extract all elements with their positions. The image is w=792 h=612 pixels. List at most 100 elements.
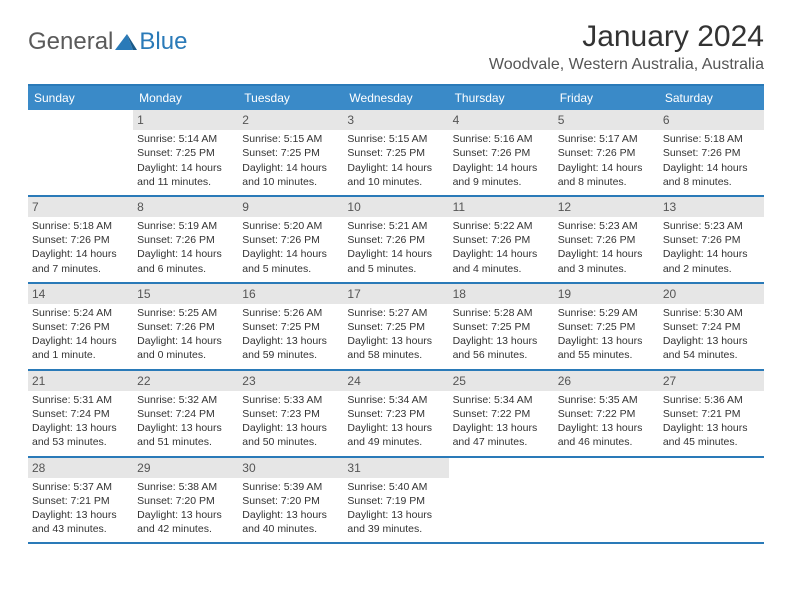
day-body: Sunrise: 5:28 AMSunset: 7:25 PMDaylight:… [449,304,554,369]
day-cell: 10Sunrise: 5:21 AMSunset: 7:26 PMDayligh… [343,197,448,282]
day-number: 18 [449,284,554,304]
day-cell: . [28,110,133,195]
sunset-text: Sunset: 7:24 PM [32,407,129,421]
day-body: Sunrise: 5:35 AMSunset: 7:22 PMDaylight:… [554,391,659,456]
day-cell: 31Sunrise: 5:40 AMSunset: 7:19 PMDayligh… [343,458,448,543]
daylight-text: Daylight: 13 hours and 56 minutes. [453,334,550,362]
day-body: Sunrise: 5:27 AMSunset: 7:25 PMDaylight:… [343,304,448,369]
daylight-text: Daylight: 14 hours and 1 minute. [32,334,129,362]
day-cell: 12Sunrise: 5:23 AMSunset: 7:26 PMDayligh… [554,197,659,282]
day-body: Sunrise: 5:17 AMSunset: 7:26 PMDaylight:… [554,130,659,195]
logo-sail-icon [115,34,137,50]
daylight-text: Daylight: 13 hours and 54 minutes. [663,334,760,362]
day-number: 29 [133,458,238,478]
day-body: Sunrise: 5:29 AMSunset: 7:25 PMDaylight:… [554,304,659,369]
sunset-text: Sunset: 7:26 PM [32,233,129,247]
day-body: Sunrise: 5:38 AMSunset: 7:20 PMDaylight:… [133,478,238,543]
daylight-text: Daylight: 13 hours and 39 minutes. [347,508,444,536]
daylight-text: Daylight: 13 hours and 47 minutes. [453,421,550,449]
sunrise-text: Sunrise: 5:22 AM [453,219,550,233]
sunrise-text: Sunrise: 5:29 AM [558,306,655,320]
day-body: Sunrise: 5:21 AMSunset: 7:26 PMDaylight:… [343,217,448,282]
logo-text-blue: Blue [139,28,187,56]
sunrise-text: Sunrise: 5:37 AM [32,480,129,494]
day-number: 4 [449,110,554,130]
day-cell: 13Sunrise: 5:23 AMSunset: 7:26 PMDayligh… [659,197,764,282]
week-row: .1Sunrise: 5:14 AMSunset: 7:25 PMDayligh… [28,110,764,197]
sunset-text: Sunset: 7:20 PM [137,494,234,508]
day-number: 19 [554,284,659,304]
week-row: 14Sunrise: 5:24 AMSunset: 7:26 PMDayligh… [28,284,764,371]
sunset-text: Sunset: 7:26 PM [347,233,444,247]
day-body: Sunrise: 5:16 AMSunset: 7:26 PMDaylight:… [449,130,554,195]
day-cell: 4Sunrise: 5:16 AMSunset: 7:26 PMDaylight… [449,110,554,195]
day-number: 24 [343,371,448,391]
sunrise-text: Sunrise: 5:35 AM [558,393,655,407]
daylight-text: Daylight: 14 hours and 0 minutes. [137,334,234,362]
daylight-text: Daylight: 13 hours and 40 minutes. [242,508,339,536]
daylight-text: Daylight: 13 hours and 50 minutes. [242,421,339,449]
sunrise-text: Sunrise: 5:25 AM [137,306,234,320]
day-cell: 30Sunrise: 5:39 AMSunset: 7:20 PMDayligh… [238,458,343,543]
day-body: Sunrise: 5:22 AMSunset: 7:26 PMDaylight:… [449,217,554,282]
daylight-text: Daylight: 14 hours and 8 minutes. [663,161,760,189]
sunset-text: Sunset: 7:22 PM [453,407,550,421]
day-number: 15 [133,284,238,304]
week-row: 28Sunrise: 5:37 AMSunset: 7:21 PMDayligh… [28,458,764,545]
sunset-text: Sunset: 7:26 PM [32,320,129,334]
sunrise-text: Sunrise: 5:18 AM [32,219,129,233]
daylight-text: Daylight: 14 hours and 9 minutes. [453,161,550,189]
daylight-text: Daylight: 14 hours and 6 minutes. [137,247,234,275]
day-number: 3 [343,110,448,130]
day-body: Sunrise: 5:33 AMSunset: 7:23 PMDaylight:… [238,391,343,456]
weeks-container: .1Sunrise: 5:14 AMSunset: 7:25 PMDayligh… [28,110,764,544]
sunrise-text: Sunrise: 5:40 AM [347,480,444,494]
week-row: 21Sunrise: 5:31 AMSunset: 7:24 PMDayligh… [28,371,764,458]
day-cell: . [449,458,554,543]
calendar: Sunday Monday Tuesday Wednesday Thursday… [28,84,764,544]
day-cell: 22Sunrise: 5:32 AMSunset: 7:24 PMDayligh… [133,371,238,456]
day-number: 10 [343,197,448,217]
day-cell: 29Sunrise: 5:38 AMSunset: 7:20 PMDayligh… [133,458,238,543]
daylight-text: Daylight: 14 hours and 5 minutes. [347,247,444,275]
sunrise-text: Sunrise: 5:16 AM [453,132,550,146]
sunrise-text: Sunrise: 5:20 AM [242,219,339,233]
day-cell: 15Sunrise: 5:25 AMSunset: 7:26 PMDayligh… [133,284,238,369]
sunrise-text: Sunrise: 5:14 AM [137,132,234,146]
sunset-text: Sunset: 7:26 PM [453,146,550,160]
day-number: 8 [133,197,238,217]
logo-text-general: General [28,28,113,56]
day-number: 23 [238,371,343,391]
day-number: 11 [449,197,554,217]
day-cell: 5Sunrise: 5:17 AMSunset: 7:26 PMDaylight… [554,110,659,195]
sunrise-text: Sunrise: 5:27 AM [347,306,444,320]
day-number: 12 [554,197,659,217]
daylight-text: Daylight: 13 hours and 42 minutes. [137,508,234,536]
day-cell: 17Sunrise: 5:27 AMSunset: 7:25 PMDayligh… [343,284,448,369]
day-number: 14 [28,284,133,304]
dow-monday: Monday [133,86,238,110]
daylight-text: Daylight: 13 hours and 45 minutes. [663,421,760,449]
sunset-text: Sunset: 7:25 PM [242,146,339,160]
sunrise-text: Sunrise: 5:39 AM [242,480,339,494]
day-number: 30 [238,458,343,478]
day-body: Sunrise: 5:15 AMSunset: 7:25 PMDaylight:… [238,130,343,195]
day-number: 9 [238,197,343,217]
day-cell: 23Sunrise: 5:33 AMSunset: 7:23 PMDayligh… [238,371,343,456]
day-number: 7 [28,197,133,217]
sunset-text: Sunset: 7:26 PM [137,233,234,247]
sunset-text: Sunset: 7:25 PM [558,320,655,334]
day-cell: 19Sunrise: 5:29 AMSunset: 7:25 PMDayligh… [554,284,659,369]
day-cell: 28Sunrise: 5:37 AMSunset: 7:21 PMDayligh… [28,458,133,543]
day-cell: 2Sunrise: 5:15 AMSunset: 7:25 PMDaylight… [238,110,343,195]
sunrise-text: Sunrise: 5:23 AM [663,219,760,233]
daylight-text: Daylight: 13 hours and 51 minutes. [137,421,234,449]
sunset-text: Sunset: 7:23 PM [242,407,339,421]
sunset-text: Sunset: 7:19 PM [347,494,444,508]
day-body: Sunrise: 5:19 AMSunset: 7:26 PMDaylight:… [133,217,238,282]
sunset-text: Sunset: 7:26 PM [663,233,760,247]
sunset-text: Sunset: 7:25 PM [137,146,234,160]
day-body: Sunrise: 5:23 AMSunset: 7:26 PMDaylight:… [554,217,659,282]
dow-saturday: Saturday [659,86,764,110]
week-row: 7Sunrise: 5:18 AMSunset: 7:26 PMDaylight… [28,197,764,284]
